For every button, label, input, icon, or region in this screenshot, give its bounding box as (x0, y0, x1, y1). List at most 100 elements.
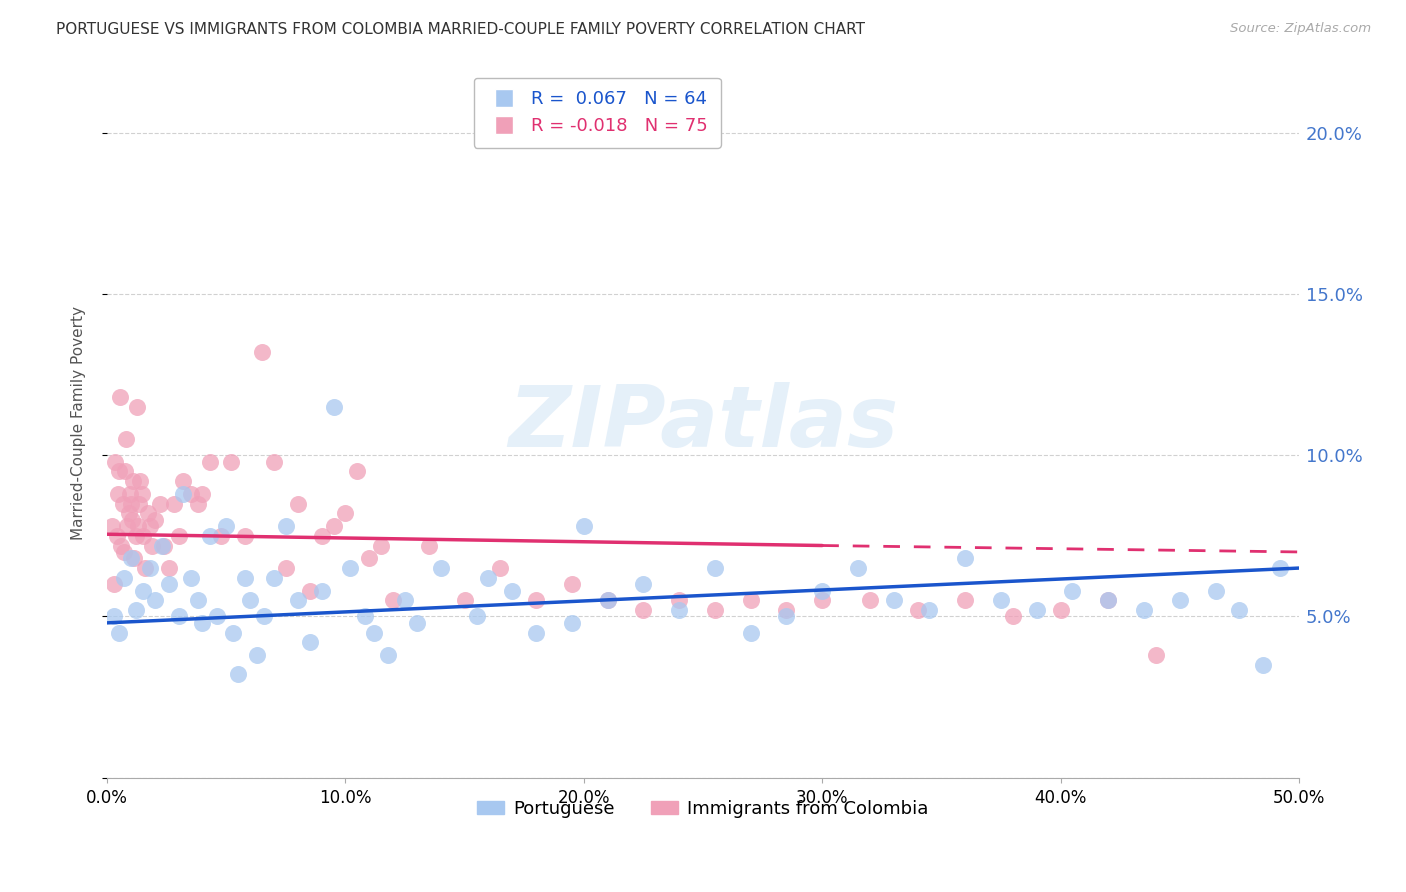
Point (953, 551, 976, 566)
Point (198, 529, 221, 543)
Point (124, 551, 146, 566)
Point (153, 539, 176, 553)
Point (1133, 603, 1156, 617)
Point (105, 529, 128, 543)
Point (112, 545, 135, 559)
Point (139, 519, 162, 533)
Point (187, 593, 209, 607)
Point (103, 577, 125, 591)
Point (1205, 583, 1227, 598)
Point (775, 603, 797, 617)
Point (1001, 609, 1024, 624)
Point (339, 561, 361, 575)
Point (1251, 657, 1274, 672)
Point (143, 513, 166, 527)
Point (846, 561, 869, 575)
Point (136, 506, 159, 520)
Point (394, 593, 416, 607)
Point (187, 497, 209, 511)
Point (128, 497, 150, 511)
Point (298, 583, 321, 598)
Point (489, 561, 512, 575)
Point (263, 455, 285, 469)
Point (633, 603, 655, 617)
Point (501, 583, 523, 598)
Point (103, 609, 125, 624)
Point (127, 519, 149, 533)
Point (253, 609, 276, 624)
Point (883, 593, 905, 607)
Point (1049, 603, 1071, 617)
Point (107, 487, 129, 501)
Point (172, 474, 194, 488)
Point (524, 625, 547, 640)
Point (122, 474, 145, 488)
Point (918, 603, 941, 617)
Point (311, 583, 333, 598)
Point (596, 593, 619, 607)
Point (406, 615, 429, 630)
Point (108, 625, 131, 640)
Point (775, 609, 797, 624)
Point (132, 583, 155, 598)
Point (211, 529, 233, 543)
Point (129, 474, 152, 488)
Point (990, 593, 1012, 607)
Point (907, 603, 929, 617)
Point (117, 519, 139, 533)
Point (191, 487, 214, 501)
Point (219, 455, 242, 469)
Point (1062, 583, 1084, 598)
Point (125, 400, 148, 414)
Point (157, 561, 180, 575)
Point (131, 487, 153, 501)
Point (363, 625, 385, 640)
Point (382, 593, 405, 607)
Point (1025, 603, 1047, 617)
Point (811, 593, 834, 607)
Point (110, 539, 132, 553)
Point (453, 593, 475, 607)
Point (572, 519, 595, 533)
Point (1144, 648, 1167, 662)
Point (359, 551, 381, 566)
Point (117, 506, 139, 520)
Point (335, 506, 357, 520)
Point (101, 519, 124, 533)
Point (167, 609, 190, 624)
Point (191, 615, 214, 630)
Text: ZIPatlas: ZIPatlas (508, 382, 898, 465)
Point (112, 571, 135, 585)
Point (1097, 593, 1119, 607)
Point (143, 593, 166, 607)
Point (322, 519, 344, 533)
Point (198, 455, 221, 469)
Point (668, 603, 690, 617)
Point (274, 519, 297, 533)
Point (239, 593, 262, 607)
Point (104, 455, 127, 469)
Point (703, 603, 725, 617)
Point (124, 529, 146, 543)
Point (263, 571, 285, 585)
Point (740, 593, 762, 607)
Point (703, 561, 725, 575)
Point (114, 464, 136, 478)
Point (859, 593, 882, 607)
Point (172, 487, 194, 501)
Point (250, 345, 273, 359)
Point (430, 561, 453, 575)
Point (120, 497, 142, 511)
Point (205, 609, 228, 624)
Point (134, 561, 156, 575)
Point (811, 583, 834, 598)
Point (287, 593, 309, 607)
Point (322, 400, 344, 414)
Point (287, 497, 309, 511)
Point (124, 603, 146, 617)
Point (120, 551, 142, 566)
Point (246, 648, 269, 662)
Point (179, 571, 201, 585)
Point (121, 513, 143, 527)
Point (524, 593, 547, 607)
